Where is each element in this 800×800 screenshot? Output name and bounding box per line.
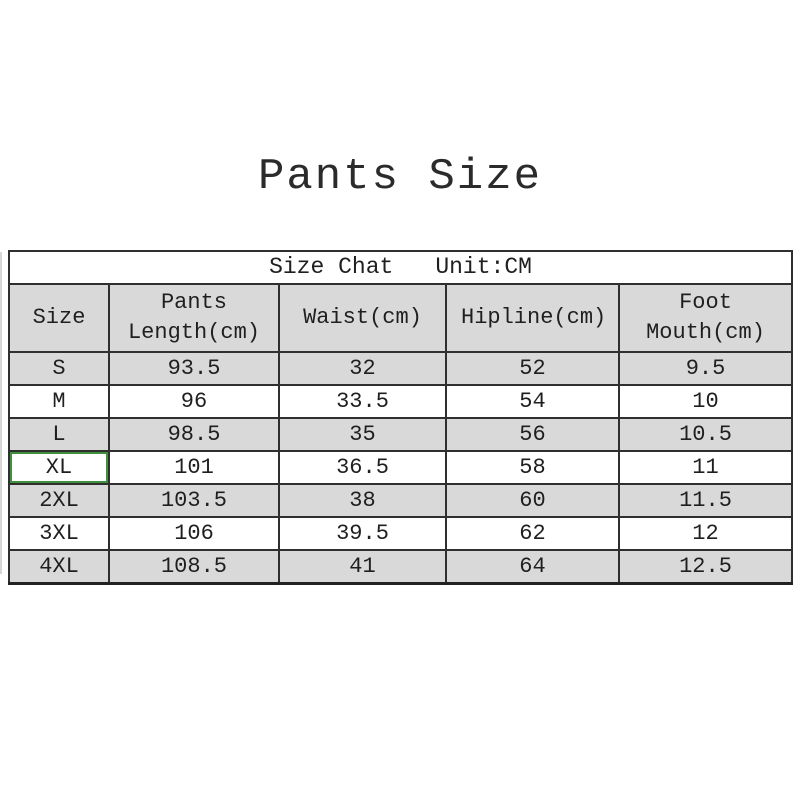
value-cell: 58 — [445, 450, 620, 486]
value-cell: 10 — [617, 384, 794, 420]
table-row-2xl: 2XL 103.5 38 60 11.5 — [8, 483, 794, 519]
value-cell: 96 — [108, 384, 280, 420]
value-cell: 56 — [445, 417, 620, 453]
size-cell: L — [8, 417, 110, 453]
size-cell: 3XL — [8, 516, 110, 552]
value-cell: 36.5 — [278, 450, 447, 486]
value-cell: 32 — [278, 351, 447, 387]
column-header-size: Size — [8, 283, 110, 354]
table-header-row: Size Pants Length(cm) Waist(cm) Hipline(… — [8, 283, 794, 354]
value-cell: 9.5 — [617, 351, 794, 387]
size-cell: S — [8, 351, 110, 387]
value-cell: 101 — [108, 450, 280, 486]
value-cell: 103.5 — [108, 483, 280, 519]
value-cell: 12.5 — [617, 549, 794, 585]
value-cell: 98.5 — [108, 417, 280, 453]
table-unit-label: Unit:CM — [435, 254, 532, 280]
table-row-4xl: 4XL 108.5 41 64 12.5 — [8, 549, 794, 585]
size-cell: 2XL — [8, 483, 110, 519]
value-cell: 106 — [108, 516, 280, 552]
value-cell: 12 — [617, 516, 794, 552]
value-cell: 108.5 — [108, 549, 280, 585]
table-row-s: S 93.5 32 52 9.5 — [8, 351, 794, 387]
value-cell: 62 — [445, 516, 620, 552]
value-cell: 10.5 — [617, 417, 794, 453]
table-caption-row: Size Chat Unit:CM — [7, 249, 794, 286]
value-cell: 41 — [278, 549, 447, 585]
value-cell: 33.5 — [278, 384, 447, 420]
table-row-xl: XL 101 36.5 58 11 — [8, 450, 794, 486]
value-cell: 35 — [278, 417, 447, 453]
value-cell: 39.5 — [278, 516, 447, 552]
table-row-3xl: 3XL 106 39.5 62 12 — [8, 516, 794, 552]
value-cell: 93.5 — [108, 351, 280, 387]
table-caption-cell: Size Chat Unit:CM — [7, 249, 794, 286]
column-header-foot-mouth: Foot Mouth(cm) — [617, 283, 794, 354]
table-row-m: M 96 33.5 54 10 — [8, 384, 794, 420]
column-header-hipline: Hipline(cm) — [445, 283, 620, 354]
table-row-l: L 98.5 35 56 10.5 — [8, 417, 794, 453]
value-cell: 64 — [445, 549, 620, 585]
page-title: Pants Size — [257, 152, 543, 202]
size-cell-selected: XL — [8, 450, 110, 486]
size-cell: 4XL — [8, 549, 110, 585]
gridline-artifact — [0, 252, 2, 574]
value-cell: 11 — [617, 450, 794, 486]
size-cell: M — [8, 384, 110, 420]
value-cell: 52 — [445, 351, 620, 387]
value-cell: 54 — [445, 384, 620, 420]
value-cell: 60 — [445, 483, 620, 519]
value-cell: 38 — [278, 483, 447, 519]
table-caption: Size Chat — [269, 254, 394, 280]
value-cell: 11.5 — [617, 483, 794, 519]
column-header-pants-length: Pants Length(cm) — [108, 283, 280, 354]
size-chart-table: Size Chat Unit:CM Size Pants Length(cm) … — [7, 249, 794, 586]
column-header-waist: Waist(cm) — [278, 283, 447, 354]
